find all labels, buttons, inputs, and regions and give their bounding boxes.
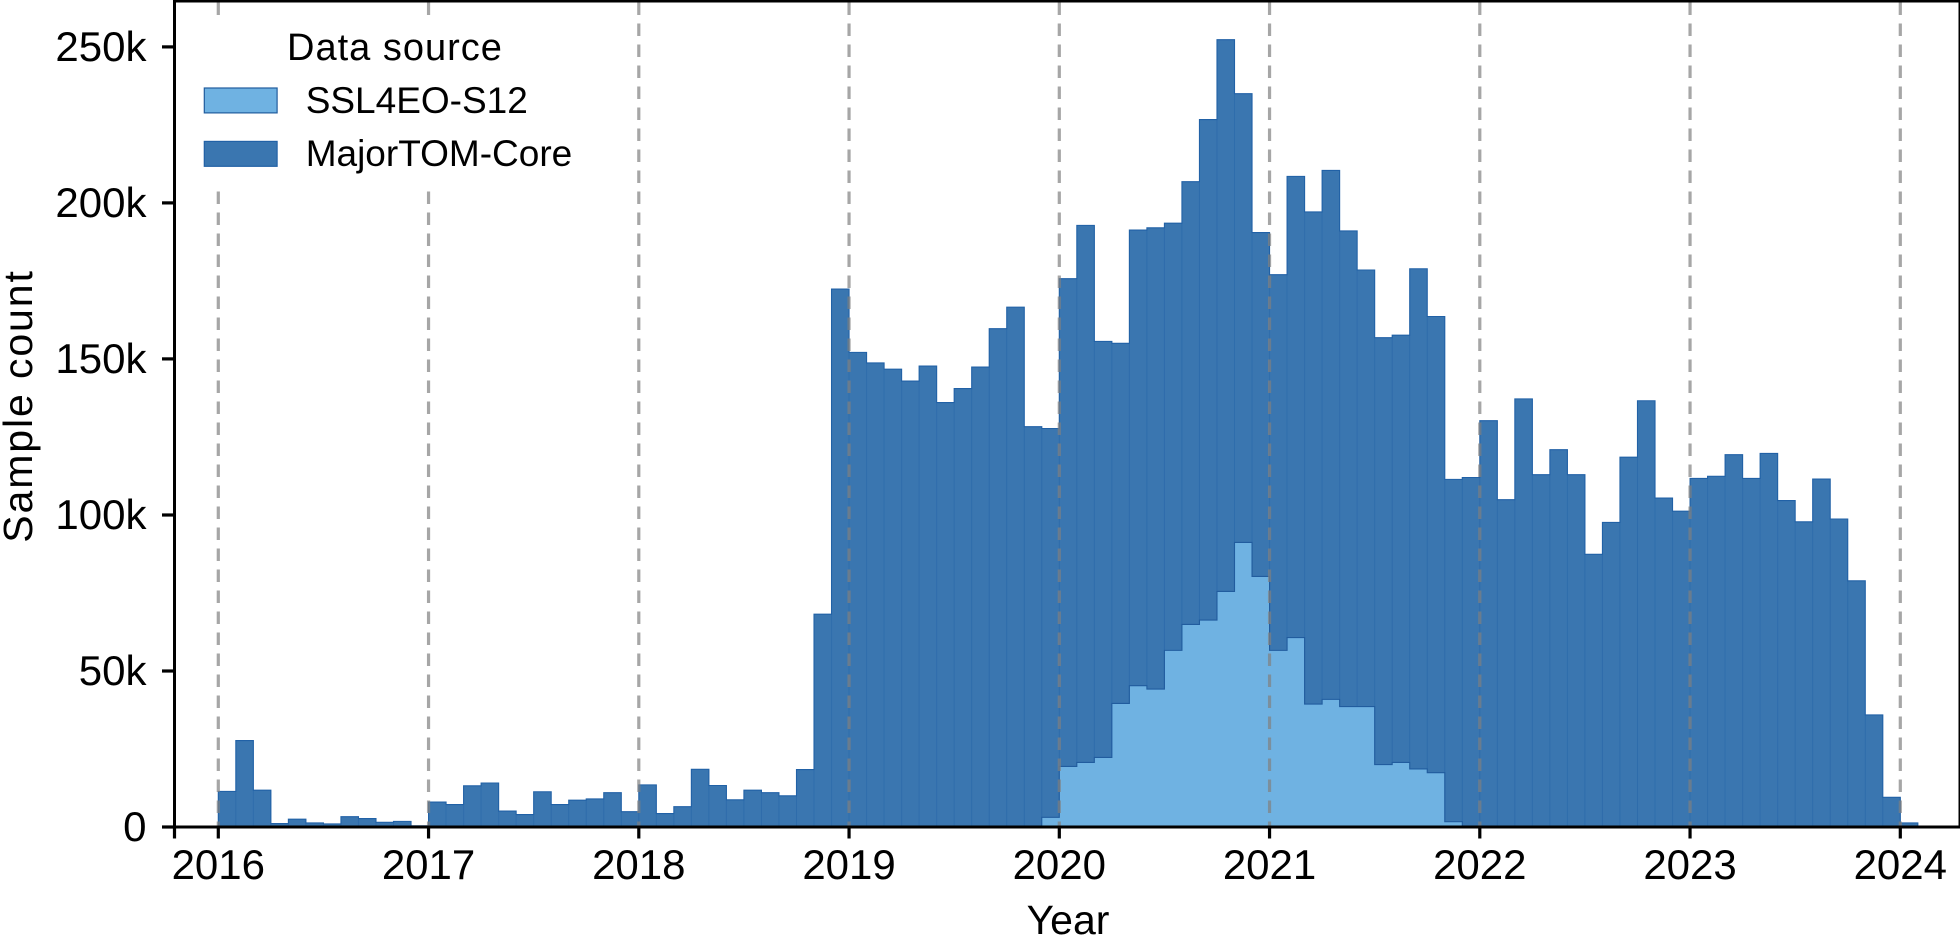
svg-text:2021: 2021 <box>1223 841 1316 888</box>
svg-text:200k: 200k <box>55 179 147 226</box>
svg-text:Year: Year <box>1027 897 1110 942</box>
svg-text:MajorTOM-Core: MajorTOM-Core <box>306 133 573 174</box>
svg-text:Data source: Data source <box>287 27 503 69</box>
svg-text:50k: 50k <box>79 647 148 694</box>
svg-text:2016: 2016 <box>172 841 265 888</box>
svg-text:150k: 150k <box>55 335 147 382</box>
svg-text:2019: 2019 <box>802 841 895 888</box>
svg-text:SSL4EO-S12: SSL4EO-S12 <box>306 80 528 121</box>
svg-text:2022: 2022 <box>1433 841 1526 888</box>
svg-text:Sample count: Sample count <box>0 269 41 543</box>
svg-text:250k: 250k <box>55 23 147 70</box>
svg-text:2023: 2023 <box>1643 841 1736 888</box>
svg-text:2024: 2024 <box>1854 841 1947 888</box>
svg-text:0: 0 <box>123 803 146 850</box>
svg-text:2017: 2017 <box>382 841 475 888</box>
svg-text:2018: 2018 <box>592 841 685 888</box>
svg-text:100k: 100k <box>55 491 147 538</box>
svg-text:2020: 2020 <box>1013 841 1106 888</box>
